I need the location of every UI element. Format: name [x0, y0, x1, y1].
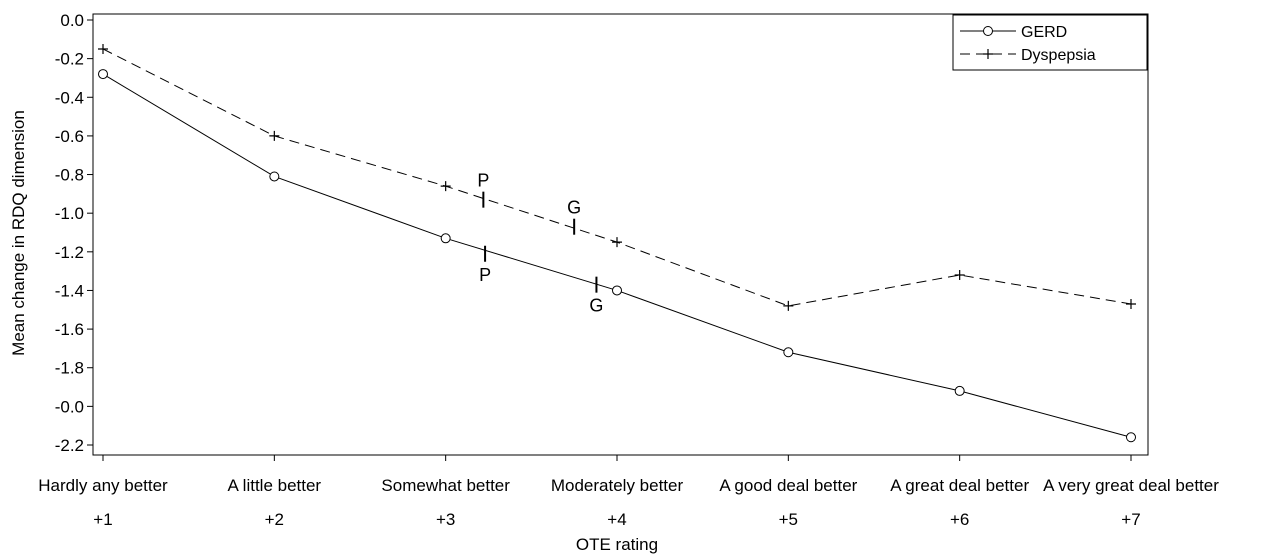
x-category-label: Somewhat better	[381, 476, 510, 495]
data-point-gerd	[269, 171, 280, 182]
y-tick-label: -0.2	[55, 50, 84, 69]
legend-box	[952, 14, 1148, 71]
data-point-gerd	[954, 385, 965, 396]
y-tick-label: -1.0	[55, 204, 84, 223]
data-point-dyspepsia	[440, 181, 451, 192]
y-tick-label: -1.8	[55, 359, 84, 378]
y-tick-label: -1.2	[55, 243, 84, 262]
data-point-dyspepsia	[1126, 298, 1136, 309]
annotation-label: G	[567, 198, 581, 218]
annotation-label: G	[589, 296, 603, 316]
y-tick-label: 0.0	[60, 11, 84, 30]
x-category-label: A little better	[228, 476, 322, 495]
x-number-label: +7	[1121, 510, 1140, 529]
x-category-label: A very great deal better	[1043, 476, 1219, 495]
data-point-dyspepsia	[98, 43, 108, 54]
y-tick-label: -0.8	[55, 166, 84, 185]
annotation-label: P	[477, 171, 489, 191]
data-point-gerd	[1126, 432, 1136, 443]
data-point-gerd	[440, 233, 451, 244]
x-number-label: +3	[436, 510, 455, 529]
plot-frame	[92, 13, 1149, 456]
data-point-dyspepsia	[269, 130, 280, 141]
y-tick-label: -2.2	[55, 436, 84, 455]
x-category-label: Hardly any better	[38, 476, 168, 495]
series-line-gerd	[102, 73, 1132, 438]
y-tick-label: -0.0	[55, 397, 84, 416]
series-line-dyspepsia	[102, 48, 1132, 307]
y-axis-title: Mean change in RDQ dimension	[9, 110, 28, 356]
x-category-label: A good deal better	[719, 476, 857, 495]
legend-marker-dyspepsia	[983, 49, 993, 59]
data-point-dyspepsia	[954, 270, 965, 280]
y-tick-label: -1.6	[55, 320, 84, 339]
x-number-label: +1	[93, 510, 112, 529]
data-point-gerd	[98, 69, 108, 80]
legend-label: GERD	[1021, 24, 1067, 41]
data-point-gerd	[612, 285, 622, 296]
data-point-dyspepsia	[612, 237, 622, 248]
legend-marker-gerd	[983, 26, 993, 36]
y-tick-label: -0.4	[55, 88, 84, 107]
x-category-label: A great deal better	[890, 476, 1029, 495]
data-point-dyspepsia	[783, 300, 794, 311]
x-number-label: +5	[779, 510, 798, 529]
x-axis-title: OTE rating	[576, 535, 658, 554]
y-tick-label: -1.4	[55, 281, 84, 300]
x-number-label: +4	[607, 510, 626, 529]
x-number-label: +6	[950, 510, 969, 529]
x-category-label: Moderately better	[551, 476, 684, 495]
data-point-gerd	[783, 347, 794, 358]
annotation-label: P	[479, 265, 491, 285]
plot-area: 0.0 -0.2 -0.4 -0.6 -0.8 -1.0 -1.2 -1.4 -1.6 -1.8 -…	[38, 11, 1219, 529]
x-number-label: +2	[265, 510, 284, 529]
legend-label: Dyspepsia	[1021, 47, 1096, 64]
y-tick-label: -0.6	[55, 127, 84, 146]
